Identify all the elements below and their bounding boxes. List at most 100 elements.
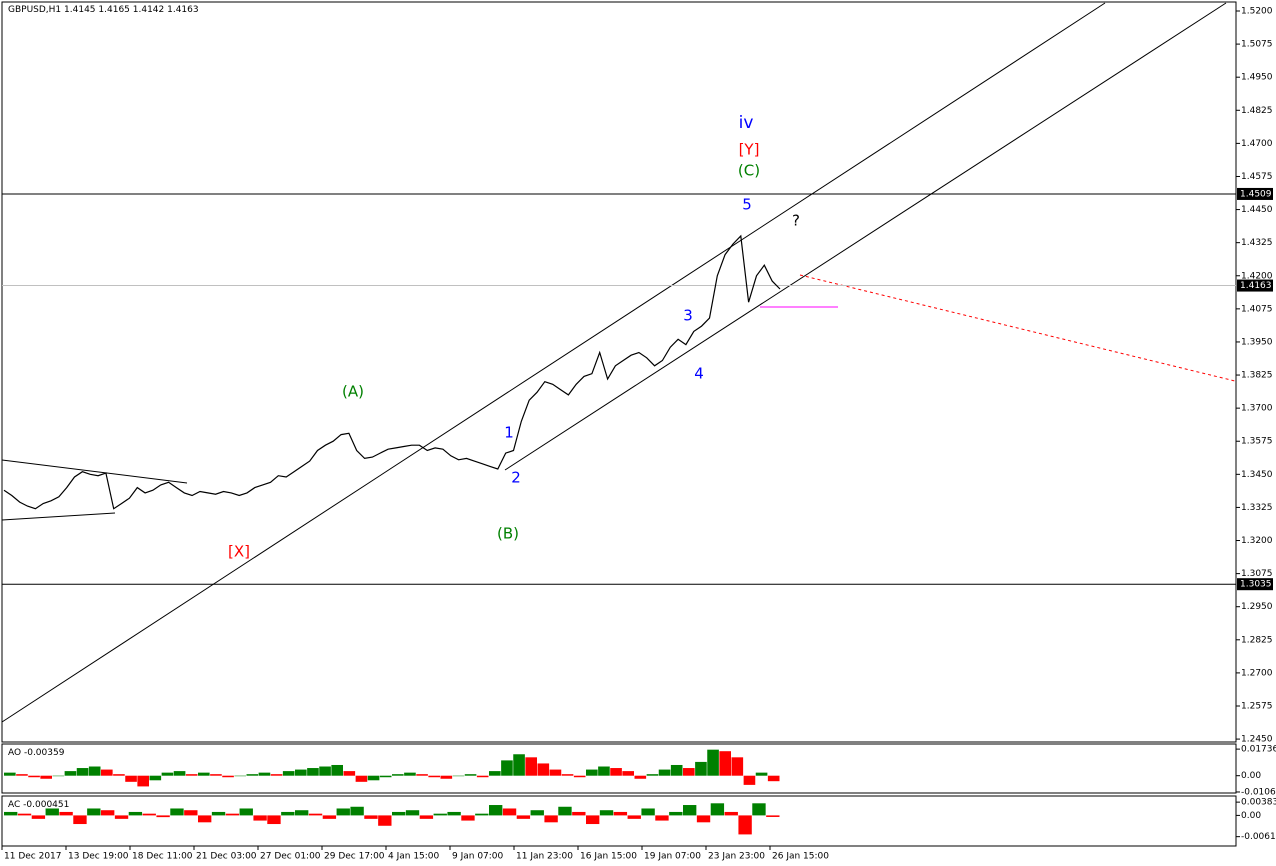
wave-label: 3 xyxy=(683,307,693,325)
indicator-bar xyxy=(142,813,156,816)
indicator-bar xyxy=(622,771,634,776)
indicator-bar xyxy=(379,775,392,778)
indicator-bar xyxy=(489,771,501,776)
wave-label: (A) xyxy=(342,383,364,401)
x-tick-label: 4 Jan 15:00 xyxy=(388,852,440,862)
indicator-bar xyxy=(598,766,610,776)
indicator-value: -0.00359 xyxy=(24,748,65,758)
wave-label: (B) xyxy=(497,525,519,543)
y-tick-label: 1.2950 xyxy=(1241,602,1273,612)
indicator-bar xyxy=(646,774,659,776)
y-tick-label: 0.01736 xyxy=(1241,745,1276,755)
level-line-box xyxy=(1237,578,1273,591)
indicator-bar xyxy=(549,769,562,776)
indicator-bar xyxy=(447,811,461,816)
y-tick-label: -0.00615 xyxy=(1241,832,1276,842)
indicator-bar xyxy=(125,775,137,782)
y-tick-label: 1.2450 xyxy=(1241,735,1273,745)
indicator-bar xyxy=(258,772,271,776)
indicator-bar xyxy=(392,811,406,816)
wave-label: [X] xyxy=(228,543,250,561)
indicator-bar xyxy=(586,769,598,776)
channel-line xyxy=(504,2,1227,471)
x-tick-label: 19 Jan 07:00 xyxy=(644,852,701,862)
indicator-bar xyxy=(267,815,281,825)
indicator-bar xyxy=(137,775,149,787)
indicator-bar xyxy=(433,813,447,816)
triangle-line xyxy=(1,512,116,521)
triangle-line xyxy=(1,459,188,484)
y-tick-label: 1.3825 xyxy=(1241,371,1273,381)
indicator-bar xyxy=(743,775,756,785)
indicator-bar xyxy=(755,772,768,776)
y-tick-label: 1.5075 xyxy=(1241,40,1273,50)
wave-label: 2 xyxy=(511,469,521,487)
wave-label: 5 xyxy=(742,196,752,214)
price-line-series xyxy=(3,234,781,510)
indicator-bar xyxy=(88,766,101,776)
y-tick-label: 1.4200 xyxy=(1241,271,1273,281)
indicator-bar xyxy=(198,815,212,823)
y-tick-label: 1.2825 xyxy=(1241,635,1273,645)
indicator-bar xyxy=(502,808,517,816)
y-tick-label: 0.00 xyxy=(1241,771,1261,781)
indicator-bar xyxy=(270,774,283,776)
price-line-label: 1.4163 xyxy=(1240,281,1272,291)
indicator-bar xyxy=(364,815,378,819)
wave-label: 1 xyxy=(504,424,514,442)
indicator-bar xyxy=(428,775,440,778)
indicator-bar xyxy=(670,764,683,776)
y-tick-label: 1.4325 xyxy=(1241,238,1273,248)
indicator-bar xyxy=(525,757,537,776)
indicator-bar xyxy=(530,810,544,816)
indicator-bar xyxy=(767,775,780,782)
indicator-bar xyxy=(156,815,170,818)
indicator-name: AO xyxy=(8,748,21,758)
indicator-bar xyxy=(695,761,707,776)
indicator-bar xyxy=(641,808,655,816)
indicator-bar xyxy=(350,806,364,816)
indicator-bar xyxy=(367,775,380,781)
ao-frame xyxy=(1,743,1237,794)
indicator-bar xyxy=(476,775,489,778)
indicator-bar xyxy=(634,775,647,779)
indicator-bar xyxy=(64,771,77,776)
indicator-label: AC -0.000451 xyxy=(8,800,69,810)
y-tick-label: 1.2700 xyxy=(1241,668,1273,678)
y-tick-label: 1.3950 xyxy=(1241,337,1273,347)
indicator-bar xyxy=(73,815,87,825)
indicator-bar xyxy=(544,815,558,823)
indicator-bar xyxy=(558,806,572,816)
indicator-bar xyxy=(173,771,186,776)
wave-label: ? xyxy=(792,212,800,230)
indicator-bar xyxy=(128,811,143,816)
indicator-bar xyxy=(211,811,226,816)
level-line-label: 1.4509 xyxy=(1240,189,1272,199)
indicator-bar xyxy=(4,772,16,776)
indicator-bar xyxy=(234,775,246,777)
indicator-bar xyxy=(696,815,711,823)
indicator-bar xyxy=(452,775,465,777)
indicator-bar xyxy=(710,803,725,816)
indicator-bar xyxy=(28,775,40,778)
indicator-bar xyxy=(184,810,198,816)
y-tick-label: 1.4450 xyxy=(1241,205,1273,215)
x-tick-label: 11 Dec 2017 xyxy=(4,852,62,862)
indicator-bar xyxy=(707,749,719,776)
indicator-bar xyxy=(683,768,695,776)
indicator-bar xyxy=(225,813,240,816)
indicator-bar xyxy=(113,774,125,776)
y-tick-label: 0.003836 xyxy=(1241,798,1276,808)
indicator-bar xyxy=(114,815,129,819)
indicator-bar xyxy=(516,815,531,819)
y-tick-label: 1.3700 xyxy=(1241,404,1273,414)
indicator-bar xyxy=(683,805,697,816)
x-tick-label: 29 Dec 17:00 xyxy=(324,852,385,862)
projection-line xyxy=(799,274,1236,382)
indicator-bar xyxy=(537,763,550,776)
main-frame xyxy=(1,1,1237,743)
indicator-bar xyxy=(336,808,350,816)
indicator-bar xyxy=(239,808,253,816)
